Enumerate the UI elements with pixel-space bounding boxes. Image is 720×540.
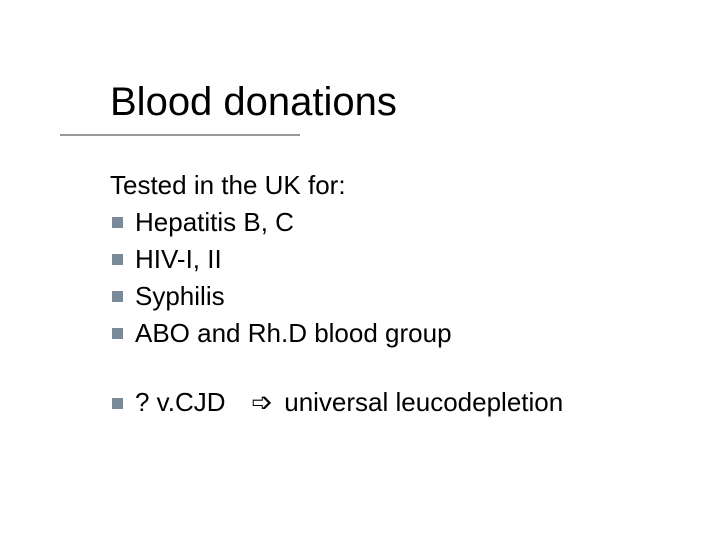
bullet-label: HIV-I, II <box>135 242 680 277</box>
title-block: Blood donations <box>110 78 680 132</box>
arrow-icon: ➩ <box>247 385 277 420</box>
bullet-icon <box>112 328 123 339</box>
bullet-icon <box>112 291 123 302</box>
bullet-label: Syphilis <box>135 279 680 314</box>
footnote-text: ? v.CJD ➩ universal leucodepletion <box>135 385 680 420</box>
footnote-suffix: universal leucodepletion <box>284 387 563 417</box>
list-item: ? v.CJD ➩ universal leucodepletion <box>110 385 680 420</box>
bullet-label: ABO and Rh.D blood group <box>135 316 680 351</box>
bullet-label: Hepatitis B, C <box>135 205 680 240</box>
title-underline <box>60 134 300 136</box>
bullet-icon <box>112 254 123 265</box>
bullet-icon <box>112 217 123 228</box>
slide-body: Tested in the UK for: Hepatitis B, C HIV… <box>110 168 680 421</box>
list-item: Hepatitis B, C <box>110 205 680 240</box>
intro-text: Tested in the UK for: <box>110 168 680 203</box>
slide-title: Blood donations <box>110 78 680 132</box>
bullet-icon <box>112 398 123 409</box>
slide: Blood donations Tested in the UK for: He… <box>0 0 720 540</box>
list-item: Syphilis <box>110 279 680 314</box>
list-item: HIV-I, II <box>110 242 680 277</box>
list-item: ABO and Rh.D blood group <box>110 316 680 351</box>
footnote-prefix: ? v.CJD <box>135 387 226 417</box>
